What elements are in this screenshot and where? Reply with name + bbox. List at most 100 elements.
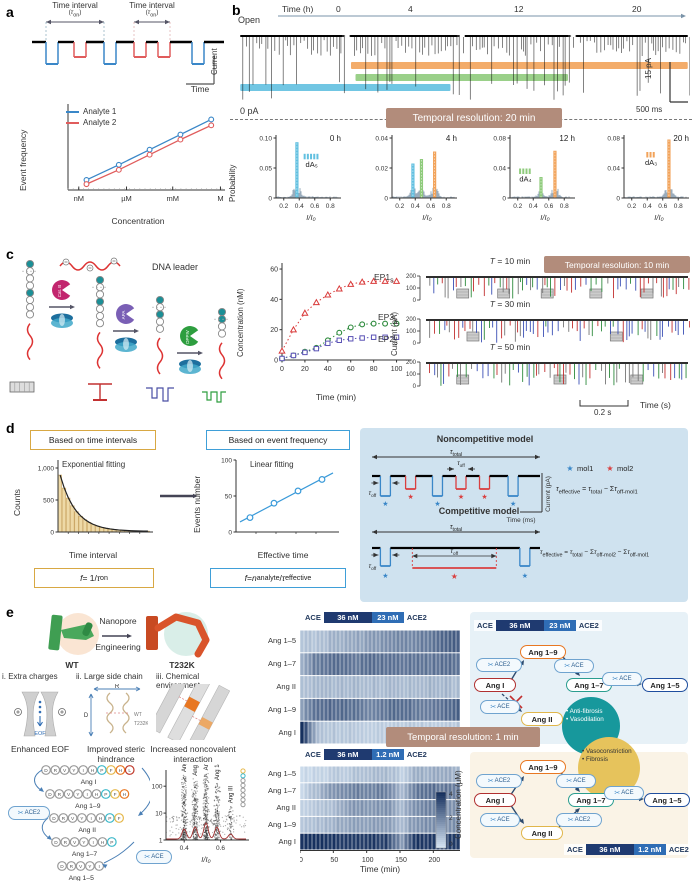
time-interval-xlabel: Time interval: [68, 550, 118, 560]
scissors-icon: ✂: [17, 810, 24, 817]
header-segment: 36 nM: [323, 749, 372, 760]
noncovalent-interaction-icon: [156, 684, 230, 740]
histogram-4h: 0.04 0.02 0 0.2 0.4 0.6 0.8 4 h I/I₀: [375, 134, 457, 222]
temporal-resolution-badge-c: Temporal resolution: 10 min: [544, 256, 690, 273]
svg-text:Ang 1–7: Ang 1–7: [72, 851, 98, 858]
svg-text:dA₅: dA₅: [306, 160, 318, 169]
scale-500ms-label: 500 ms: [636, 105, 663, 114]
cap-noncovalent: Increased noncovalent interaction: [150, 744, 236, 764]
svg-text:Y: Y: [76, 792, 80, 798]
svg-text:0.4: 0.4: [411, 203, 420, 210]
time-h-axis-label: Time (h): [282, 4, 314, 14]
heatmap-row-label: Ang 1–7: [268, 786, 296, 796]
ace-enzyme-pill-left: ✂ ACE: [136, 850, 172, 864]
svg-text:0.04: 0.04: [493, 166, 506, 173]
svg-text:0.08: 0.08: [493, 136, 506, 143]
svg-text:I/I₀: I/I₀: [306, 213, 315, 222]
node-ang19-top: Ang 1–9: [520, 645, 566, 659]
enzyme-cleavage-schematic: Cat. B APA DPPIV: [9, 257, 230, 403]
svg-text:60: 60: [347, 366, 355, 373]
svg-text:50: 50: [225, 494, 233, 501]
heatmap-row-label: Ang 1–5: [268, 769, 296, 779]
svg-text:µM: µM: [121, 194, 132, 203]
scatter-plot: 100 10 1 0.4 0.6 I/I₀ Ang I Ang 1–9 Ang II Ang 1–…: [152, 764, 249, 864]
open-level-label: Open: [238, 15, 261, 25]
svg-text:0: 0: [300, 857, 303, 864]
svg-text:0.6: 0.6: [658, 203, 667, 210]
svg-text:τoff: τoff: [457, 460, 465, 468]
pathway-top-header: ACE 36 nM 23 nM ACE2: [474, 620, 602, 631]
svg-text:F: F: [118, 816, 121, 822]
temporal-resolution-badge-b: Temporal resolution: 20 min: [386, 108, 562, 128]
linear-fitting-label: Linear fitting: [250, 460, 294, 469]
concentration-xlabel: Concentration: [111, 216, 165, 226]
svg-text:0.8: 0.8: [326, 203, 335, 210]
svg-text:D: D: [54, 840, 58, 846]
counts-ylabel: Counts: [12, 489, 22, 517]
wt-nanopore-icon: [48, 613, 99, 655]
svg-text:0.04: 0.04: [607, 166, 620, 173]
pill-ace2-top: ✂ ACE2: [476, 658, 522, 672]
effects-bottom-text: • Vasoconstriction • Fibrosis: [582, 748, 632, 764]
svg-text:H: H: [101, 840, 105, 846]
ep2-label: EP2s: [378, 334, 398, 347]
t232k-small-label: T232K: [134, 721, 148, 727]
pill-ace-top-blocked: ✂ ACE: [480, 700, 520, 714]
svg-text:80: 80: [370, 366, 378, 373]
ace2-enzyme-pill-left: ✂ ACE2: [8, 806, 50, 820]
ep3-label: EP3s: [378, 312, 398, 325]
svg-text:Y: Y: [88, 864, 92, 870]
svg-text:Ang 1–9: Ang 1–9: [75, 803, 101, 810]
cap-steric-hindrance: Improved steric hindrance: [86, 744, 146, 764]
heatmap-row-label: Ang 1–9: [268, 819, 296, 829]
svg-text:dA₃: dA₃: [645, 158, 657, 167]
svg-text:τtotal: τtotal: [450, 524, 462, 533]
header-segment: 36 nM: [495, 620, 544, 631]
formula-noncompetitive: τeffective = τtotal − Στoff-mol1: [556, 486, 638, 496]
svg-text:τoff: τoff: [451, 548, 459, 556]
svg-text:P: P: [110, 840, 113, 846]
item-large-side-chain: ii. Large side chain: [76, 672, 143, 681]
heatmap-row-label: Ang 1–7: [268, 659, 296, 669]
svg-text:Ang 1–7: Ang 1–7: [215, 764, 221, 780]
histogram-12h: 0.08 0.04 0 0.2 0.4 0.6 0.8 12 h I/I₀ dA₄: [493, 134, 575, 222]
panel-a-legend: Analyte 1 Analyte 2: [66, 106, 116, 128]
svg-text:★: ★: [382, 572, 388, 580]
histogram-0h: 0.10 0.05 0 0.2 0.4 0.6 0.8 0 h I/I₀ dA₅: [259, 134, 341, 222]
scissors-icon: ✂: [144, 854, 151, 861]
node-ang17-bot: Ang 1–7: [568, 793, 614, 807]
pill-ace-bot1: ✂ ACE: [556, 774, 596, 788]
wt-label: WT: [65, 660, 79, 670]
svg-text:100: 100: [406, 286, 417, 292]
svg-text:0.6: 0.6: [216, 845, 225, 852]
header-segment: 23 nM: [543, 620, 576, 631]
svg-text:0.4: 0.4: [295, 203, 304, 210]
probability-ylabel: Probability: [228, 164, 237, 202]
svg-text:I: I: [93, 840, 94, 846]
enhanced-eof-icon: EOF: [14, 691, 66, 737]
kinetics-plot: 0 20 40 60 0 20 40 60 80 100: [270, 263, 411, 373]
svg-text:40: 40: [270, 297, 278, 304]
svg-text:P: P: [104, 792, 107, 798]
svg-text:Time (ms): Time (ms): [506, 517, 535, 524]
svg-text:I/I₀: I/I₀: [654, 213, 663, 222]
svg-text:H: H: [119, 768, 123, 774]
time-tick: 0: [336, 4, 341, 14]
node-ang17-top: Ang 1–7: [566, 678, 612, 692]
svg-text:0: 0: [384, 196, 388, 203]
node-ang15-top: Ang 1–5: [642, 678, 688, 692]
svg-text:P: P: [108, 816, 111, 822]
svg-text:0.8: 0.8: [442, 203, 451, 210]
svg-text:0.04: 0.04: [375, 136, 388, 143]
svg-text:I: I: [83, 768, 84, 774]
analyte1-swatch: [66, 110, 79, 113]
header-segment: ACE2: [575, 620, 602, 631]
time-tick: 4: [408, 4, 413, 14]
svg-text:Ang II: Ang II: [204, 764, 210, 770]
svg-text:Ang I: Ang I: [81, 779, 97, 786]
svg-text:DPPIV: DPPIV: [185, 330, 190, 344]
events-number-ylabel: Events number: [192, 475, 202, 533]
current-axis-label: Current: [210, 48, 219, 76]
header-segment: 1.2 nM: [371, 749, 404, 760]
